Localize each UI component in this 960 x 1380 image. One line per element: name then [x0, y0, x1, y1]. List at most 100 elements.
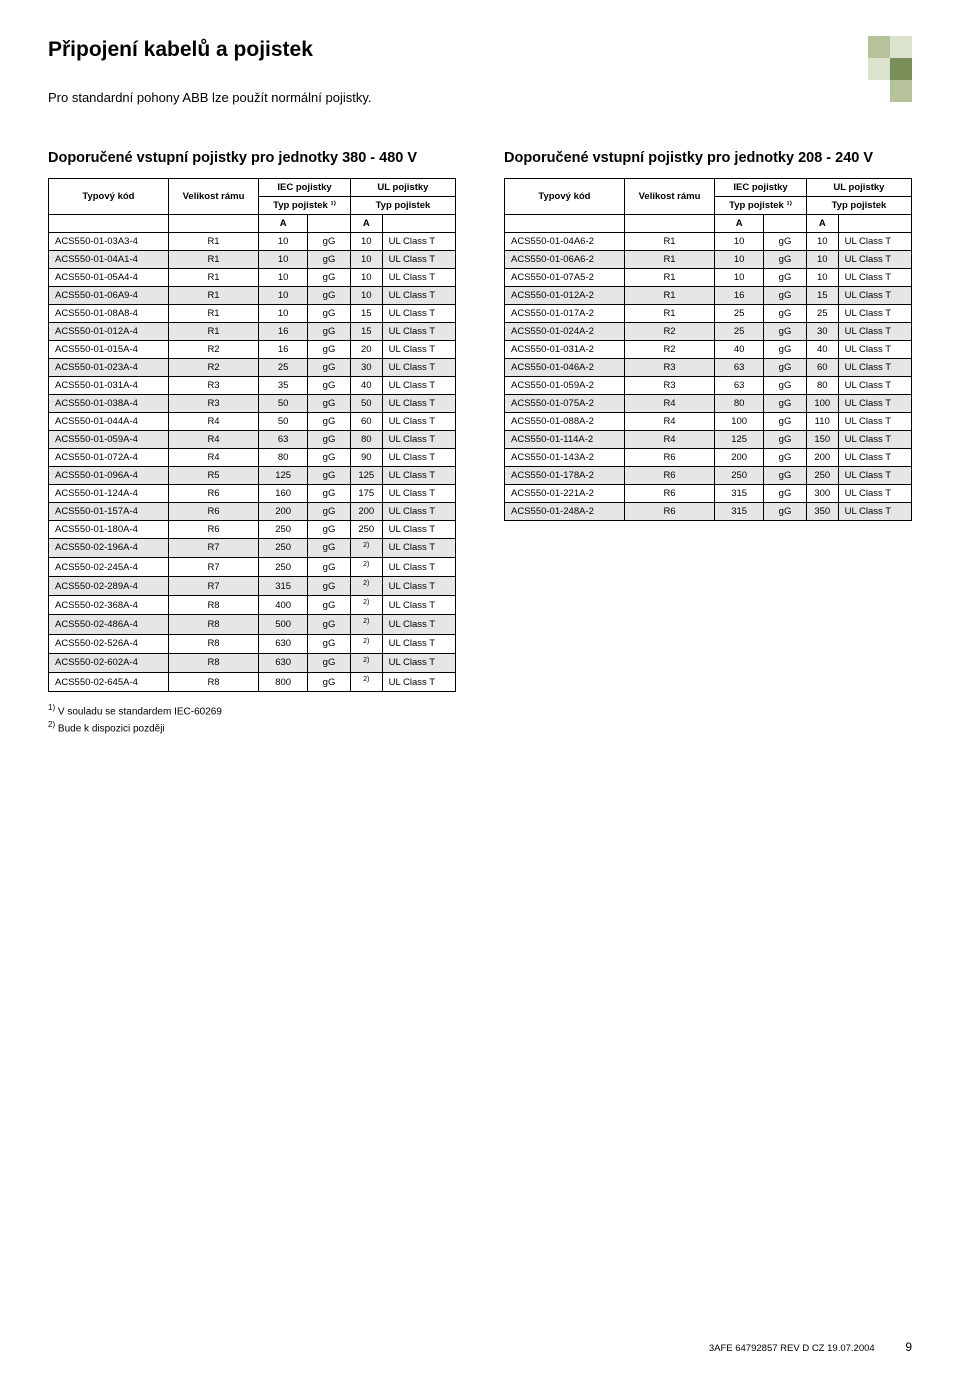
cell-ul-type: UL Class T — [838, 286, 911, 304]
page-footer: 3AFE 64792857 REV D CZ 19.07.2004 9 — [709, 1340, 912, 1354]
cell-iec-current: 315 — [715, 502, 764, 520]
cell-frame: R6 — [624, 448, 714, 466]
cell-ul-current: 15 — [806, 286, 838, 304]
cell-type-code: ACS550-01-06A6-2 — [505, 250, 625, 268]
cell-ul-current: 175 — [350, 484, 382, 502]
cell-ul-type: UL Class T — [382, 577, 455, 596]
cell-ul-current: 300 — [806, 484, 838, 502]
cell-iec-type: gG — [764, 340, 807, 358]
cell-frame: R6 — [624, 484, 714, 502]
cell-ul-current: 200 — [350, 502, 382, 520]
th-type-code: Typový kód — [505, 178, 625, 214]
cell-iec-type: gG — [764, 250, 807, 268]
cell-ul-current: 30 — [806, 322, 838, 340]
cell-frame: R4 — [624, 412, 714, 430]
cell-type-code: ACS550-01-046A-2 — [505, 358, 625, 376]
cell-type-code: ACS550-02-245A-4 — [49, 558, 169, 577]
cell-ul-current: 50 — [350, 394, 382, 412]
cell-frame: R8 — [168, 615, 258, 634]
cell-frame: R1 — [624, 232, 714, 250]
cell-iec-current: 10 — [715, 250, 764, 268]
right-section-title: Doporučené vstupní pojistky pro jednotky… — [504, 149, 912, 168]
cell-ul-type: UL Class T — [382, 448, 455, 466]
table-row: ACS550-02-645A-4R8800gG2)UL Class T — [49, 672, 456, 691]
cell-ul-type: UL Class T — [382, 412, 455, 430]
cell-frame: R8 — [168, 653, 258, 672]
cell-iec-current: 315 — [715, 484, 764, 502]
cell-iec-type: gG — [308, 634, 351, 653]
cell-ul-type: UL Class T — [382, 466, 455, 484]
th-blank — [168, 214, 258, 232]
cell-iec-type: gG — [308, 358, 351, 376]
cell-ul-current: 20 — [350, 340, 382, 358]
cell-iec-current: 40 — [715, 340, 764, 358]
cell-ul-current: 80 — [806, 376, 838, 394]
cell-ul-current: 2) — [350, 538, 382, 557]
cell-iec-type: gG — [764, 232, 807, 250]
cell-frame: R8 — [168, 672, 258, 691]
cell-ul-current: 350 — [806, 502, 838, 520]
cell-frame: R2 — [624, 340, 714, 358]
cell-iec-type: gG — [308, 412, 351, 430]
cell-type-code: ACS550-02-602A-4 — [49, 653, 169, 672]
th-unit-a: A — [350, 214, 382, 232]
cell-ul-type: UL Class T — [838, 340, 911, 358]
table-row: ACS550-02-602A-4R8630gG2)UL Class T — [49, 653, 456, 672]
table-row: ACS550-01-059A-2R363gG80UL Class T — [505, 376, 912, 394]
cell-iec-current: 35 — [259, 376, 308, 394]
cell-iec-current: 630 — [259, 634, 308, 653]
cell-iec-current: 10 — [259, 286, 308, 304]
cell-frame: R6 — [624, 502, 714, 520]
left-fuse-table: Typový kód Velikost rámu IEC pojistky UL… — [48, 178, 456, 692]
cell-iec-current: 25 — [259, 358, 308, 376]
cell-frame: R1 — [168, 232, 258, 250]
deco-square — [868, 36, 890, 58]
cell-ul-type: UL Class T — [382, 520, 455, 538]
cell-ul-type: UL Class T — [838, 430, 911, 448]
footnote-1: V souladu se standardem IEC-60269 — [58, 706, 222, 717]
left-section-title: Doporučené vstupní pojistky pro jednotky… — [48, 149, 456, 168]
table-row: ACS550-01-114A-2R4125gG150UL Class T — [505, 430, 912, 448]
cell-iec-current: 250 — [259, 538, 308, 557]
cell-type-code: ACS550-01-096A-4 — [49, 466, 169, 484]
cell-ul-type: UL Class T — [382, 304, 455, 322]
cell-type-code: ACS550-01-012A-2 — [505, 286, 625, 304]
th-blank — [308, 214, 351, 232]
cell-type-code: ACS550-02-645A-4 — [49, 672, 169, 691]
cell-ul-type: UL Class T — [838, 448, 911, 466]
th-iec: IEC pojistky — [259, 178, 351, 196]
cell-type-code: ACS550-01-157A-4 — [49, 502, 169, 520]
table-row: ACS550-01-012A-4R116gG15UL Class T — [49, 322, 456, 340]
cell-iec-type: gG — [764, 286, 807, 304]
cell-type-code: ACS550-01-038A-4 — [49, 394, 169, 412]
cell-frame: R6 — [168, 484, 258, 502]
cell-ul-current: 2) — [350, 596, 382, 615]
cell-iec-type: gG — [308, 376, 351, 394]
cell-iec-current: 80 — [715, 394, 764, 412]
cell-ul-type: UL Class T — [838, 502, 911, 520]
cell-ul-current: 150 — [806, 430, 838, 448]
cell-ul-type: UL Class T — [382, 358, 455, 376]
cell-iec-current: 10 — [259, 250, 308, 268]
cell-ul-type: UL Class T — [382, 538, 455, 557]
cell-ul-current: 60 — [806, 358, 838, 376]
cell-iec-current: 10 — [259, 304, 308, 322]
deco-square — [890, 36, 912, 58]
th-ul-type: Typ pojistek — [350, 196, 455, 214]
cell-iec-type: gG — [764, 412, 807, 430]
cell-frame: R7 — [168, 577, 258, 596]
cell-ul-type: UL Class T — [382, 268, 455, 286]
cell-ul-type: UL Class T — [382, 376, 455, 394]
cell-iec-type: gG — [764, 322, 807, 340]
cell-iec-type: gG — [764, 394, 807, 412]
table-row: ACS550-01-157A-4R6200gG200UL Class T — [49, 502, 456, 520]
cell-ul-current: 10 — [806, 268, 838, 286]
table-row: ACS550-01-124A-4R6160gG175UL Class T — [49, 484, 456, 502]
table-row: ACS550-01-046A-2R363gG60UL Class T — [505, 358, 912, 376]
cell-ul-type: UL Class T — [838, 484, 911, 502]
table-row: ACS550-01-143A-2R6200gG200UL Class T — [505, 448, 912, 466]
cell-iec-type: gG — [764, 448, 807, 466]
cell-frame: R8 — [168, 634, 258, 653]
th-blank — [764, 214, 807, 232]
cell-iec-current: 25 — [715, 322, 764, 340]
